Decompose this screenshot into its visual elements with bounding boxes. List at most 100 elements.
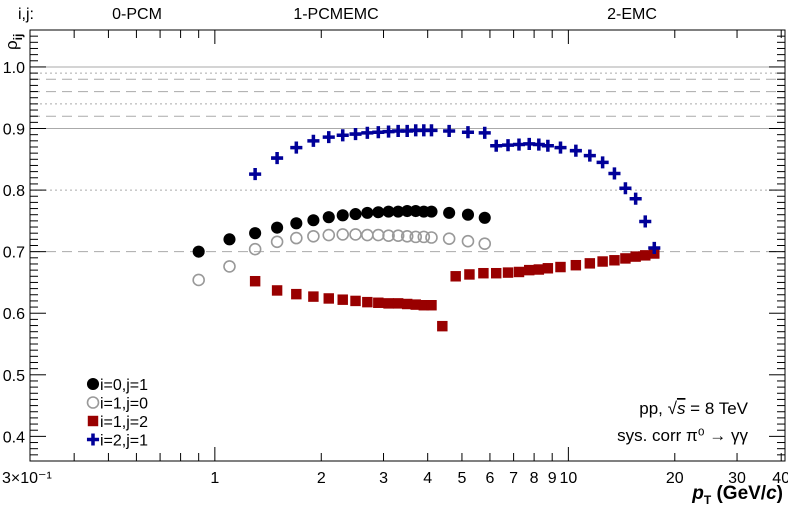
data-point <box>629 192 642 205</box>
data-markers <box>192 124 661 332</box>
data-point <box>620 253 631 264</box>
data-point <box>271 152 284 165</box>
data-point <box>391 229 405 242</box>
x-axis-label-p: p <box>691 483 704 504</box>
data-point <box>409 124 422 137</box>
y-tick-labels: 0.4 0.5 0.6 0.7 0.8 0.9 1.0 <box>3 60 25 446</box>
data-point <box>584 258 596 269</box>
series-i-1-j-2 <box>249 248 660 332</box>
category-2-emc: 2-EMC <box>607 6 657 23</box>
data-point <box>373 297 384 308</box>
data-point <box>307 214 320 227</box>
data-point <box>322 131 335 144</box>
data-point <box>409 230 423 244</box>
data-point <box>501 139 515 152</box>
x-axis-label: pT (GeV/c) <box>691 483 783 507</box>
x-tick-label: 20 <box>666 470 684 487</box>
legend-marker <box>86 396 100 409</box>
data-point <box>308 291 319 302</box>
data-point <box>410 299 421 310</box>
legend-item: i=1,j=0 <box>86 396 148 413</box>
data-point <box>426 299 437 311</box>
data-point <box>630 251 641 262</box>
data-point <box>270 235 284 249</box>
data-point <box>372 126 385 139</box>
data-point <box>307 134 320 147</box>
x-tick-label: 40 <box>772 470 788 487</box>
data-point <box>361 228 374 242</box>
data-point <box>392 124 405 138</box>
data-point <box>192 245 205 258</box>
correction-annotation: sys. corr π⁰ → γγ <box>617 426 748 445</box>
data-point <box>392 205 405 218</box>
data-point <box>336 228 350 241</box>
data-point <box>425 205 438 218</box>
data-point <box>418 299 430 311</box>
y-tick-label: 0.5 <box>3 368 25 385</box>
data-point <box>362 296 373 308</box>
y-tick-label: 0.4 <box>3 429 25 446</box>
data-point <box>443 206 456 219</box>
data-point <box>478 126 491 139</box>
data-point <box>443 124 456 138</box>
data-point <box>336 129 349 142</box>
y-axis-label: ρij <box>2 34 25 50</box>
legend: i=0,j=1 i=1,j=0i=1,j=2 i=2,j=1 <box>86 377 148 450</box>
data-point <box>192 273 205 287</box>
data-point <box>570 259 582 271</box>
data-point <box>307 229 320 243</box>
x-tick-labels: 3×10⁻¹ 1 2 3 4 5 6 7 8 9 10 20 30 40 <box>2 470 788 487</box>
data-point <box>349 208 362 221</box>
data-point <box>648 241 661 255</box>
data-point <box>554 141 567 154</box>
data-point <box>337 294 348 305</box>
data-point <box>461 126 475 139</box>
data-point <box>512 138 526 151</box>
series-i-1-j-0 <box>192 228 492 287</box>
data-point <box>464 269 475 280</box>
data-point <box>524 264 535 276</box>
data-point <box>639 215 652 228</box>
data-point <box>533 264 545 275</box>
x-tick-label: 8 <box>530 470 539 487</box>
x-axis-label-c: c <box>766 483 777 504</box>
x-tick-label: 6 <box>485 470 494 487</box>
data-point <box>555 261 566 273</box>
data-point <box>249 227 262 240</box>
x-tick-label: 1 <box>210 470 219 487</box>
data-point <box>271 221 284 234</box>
y-tick-label: 0.9 <box>3 122 25 139</box>
data-point <box>361 206 374 219</box>
data-point <box>608 167 621 180</box>
data-point <box>349 228 362 241</box>
sqrt-symbol: √ <box>668 399 678 418</box>
data-point <box>401 124 414 138</box>
data-point <box>249 168 262 181</box>
x-tick-label: 5 <box>457 470 466 487</box>
indices-label: i,j: <box>18 6 34 23</box>
data-point <box>382 229 395 242</box>
data-point <box>478 211 491 224</box>
data-point <box>450 271 461 282</box>
data-point <box>542 263 554 274</box>
x-axis-label-units-pre: (GeV/ <box>711 483 767 504</box>
y-axis-label-sub: ij <box>11 34 25 41</box>
data-point <box>523 137 536 150</box>
data-point <box>383 298 394 309</box>
y-tick-label: 1.0 <box>3 60 25 77</box>
data-point <box>502 267 514 278</box>
x-tick-label: 3 <box>379 470 388 487</box>
legend-label: i=2,j=1 <box>100 433 148 450</box>
data-point <box>442 232 456 246</box>
data-point <box>322 211 335 224</box>
data-point <box>248 242 262 256</box>
axis-ticks <box>29 29 785 462</box>
data-point <box>291 288 302 300</box>
data-point <box>401 298 413 310</box>
y-axis-label-rho: ρ <box>2 40 21 50</box>
data-point <box>392 298 404 309</box>
series-i-2-j-1 <box>249 124 661 255</box>
data-point <box>400 229 414 243</box>
reference-lines <box>30 66 785 253</box>
data-point <box>336 209 349 222</box>
